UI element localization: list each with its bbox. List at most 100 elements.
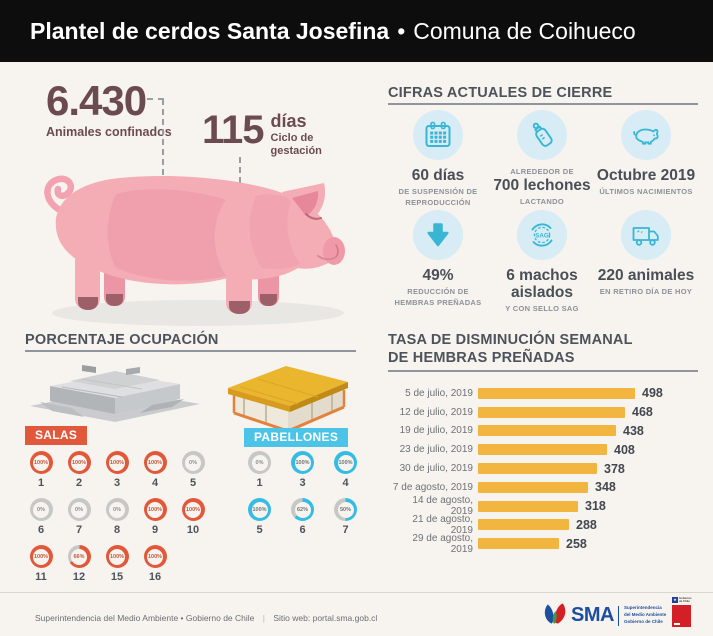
occupancy-item: 100% 3 bbox=[98, 451, 136, 498]
bar-value-label: 318 bbox=[585, 499, 606, 514]
cifra-sub-label: EN RETIRO DÍA DE HOY bbox=[599, 287, 693, 297]
footer-separator: | bbox=[262, 613, 265, 623]
bar-row: 23 de julio, 2019 408 bbox=[388, 440, 708, 459]
sag-seal-icon: SAG bbox=[517, 210, 567, 260]
bar-category-label: 5 de julio, 2019 bbox=[405, 387, 473, 399]
occupancy-percent: 100% bbox=[147, 501, 163, 518]
occupancy-ring: 100% bbox=[143, 451, 167, 474]
cifra-card: 220 animales EN RETIRO DÍA DE HOY bbox=[594, 210, 698, 310]
bar bbox=[478, 463, 597, 475]
bar-row: 29 de agosto, 2019 258 bbox=[388, 533, 708, 555]
occupancy-number: 2 bbox=[75, 477, 83, 489]
cifras-grid: 60 días DE SUSPENSIÓN DE REPRODUCCIÓN ALR… bbox=[386, 110, 700, 313]
occupancy-item: 100% 15 bbox=[98, 545, 136, 592]
occupancy-percent: 0% bbox=[109, 501, 125, 518]
bar-row: 19 de julio, 2019 438 bbox=[388, 422, 708, 441]
header-bar: Plantel de cerdos Santa Josefina • Comun… bbox=[0, 0, 713, 62]
bar-row: 14 de agosto, 2019 318 bbox=[388, 495, 708, 518]
occupancy-percent: 100% bbox=[251, 501, 268, 518]
connector-dash-horizontal bbox=[147, 98, 164, 100]
pig-icon bbox=[621, 110, 671, 160]
occupancy-percent: 0% bbox=[185, 454, 201, 471]
occupancy-ring: 100% bbox=[143, 545, 167, 568]
chart-underline bbox=[388, 370, 698, 372]
bar bbox=[478, 406, 625, 418]
bar-row: 5 de julio, 2019 498 bbox=[388, 384, 708, 403]
cifra-value: 220 animales bbox=[597, 267, 695, 284]
occupancy-number: 16 bbox=[148, 571, 162, 583]
occupancy-percent: 66% bbox=[71, 548, 87, 565]
occupancy-ring: 0% bbox=[248, 451, 271, 474]
calendar-icon bbox=[413, 110, 463, 160]
cifra-card: Octubre 2019 ÚLTIMOS NACIMIENTOS bbox=[594, 110, 698, 210]
occupancy-number: 1 bbox=[256, 477, 263, 489]
pig-illustration bbox=[20, 156, 365, 336]
occupancy-number: 1 bbox=[37, 477, 45, 489]
occupancy-percent: 100% bbox=[294, 454, 311, 471]
occupancy-ring: 100% bbox=[143, 498, 167, 521]
footer-text: Superintendencia del Medio Ambiente • Go… bbox=[35, 613, 377, 623]
pabellones-building-illustration bbox=[228, 362, 350, 439]
occupancy-percent: 100% bbox=[109, 548, 125, 565]
chile-gov-logo: ★ Gobierno de Chile bbox=[672, 596, 692, 627]
bar-value-label: 258 bbox=[566, 536, 587, 551]
occupancy-ring: 100% bbox=[105, 451, 129, 474]
occupancy-grid-salas: 100% 1 100% 2 100% 3 100% 4 0% 5 0% 6 0% 7 0% 8 100% 9 100… bbox=[22, 451, 212, 592]
occupancy-ring: 100% bbox=[248, 498, 271, 521]
title-bold: Plantel de cerdos Santa Josefina bbox=[30, 17, 390, 44]
cifra-sub-label: LACTANDO bbox=[520, 197, 564, 207]
occupancy-item: 100% 9 bbox=[136, 498, 174, 545]
stat-gestacion-value: 115 bbox=[202, 108, 265, 152]
occupancy-grid-pabellones: 0% 1 100% 3 100% 4 100% 5 62% 6 50% 7 bbox=[238, 451, 367, 545]
cifra-sub-label: Y CON SELLO SAG bbox=[505, 304, 579, 314]
sma-tagline-line1: Superintendencia bbox=[623, 605, 662, 611]
bar-value-label: 378 bbox=[604, 461, 625, 476]
occupancy-item: 50% 7 bbox=[324, 498, 367, 545]
salas-building-illustration bbox=[22, 356, 207, 431]
occupancy-item: 0% 7 bbox=[60, 498, 98, 545]
occupancy-number: 4 bbox=[342, 477, 349, 489]
chart-title-line2: DE HEMBRAS PREÑADAS bbox=[388, 350, 575, 367]
occupancy-number: 4 bbox=[151, 477, 159, 489]
occupancy-number: 9 bbox=[151, 524, 159, 536]
cifra-value: 6 machos aislados bbox=[506, 267, 578, 302]
footer-divider-line bbox=[0, 592, 713, 593]
occupancy-item: 100% 4 bbox=[136, 451, 174, 498]
bar-category-label: 21 de agosto, 2019 bbox=[412, 513, 473, 536]
occupancy-ring: 100% bbox=[334, 451, 357, 474]
bar-value-label: 468 bbox=[632, 405, 653, 420]
bar bbox=[478, 387, 635, 399]
bar-category-label: 23 de julio, 2019 bbox=[399, 444, 473, 456]
occupancy-item: 100% 16 bbox=[136, 545, 174, 592]
stat-ciclo-gestacion: 115 días Ciclo de gestación bbox=[202, 110, 337, 158]
occupancy-ring: 100% bbox=[181, 498, 205, 521]
bar-row: 30 de julio, 2019 378 bbox=[388, 459, 708, 478]
occupancy-item: 0% 5 bbox=[174, 451, 212, 498]
occupancy-number: 15 bbox=[110, 571, 124, 583]
cifra-card: ALREDEDOR DE 700 lechones LACTANDO bbox=[490, 110, 594, 210]
occupancy-number: 10 bbox=[186, 524, 200, 536]
occupancy-ring: 0% bbox=[105, 498, 129, 521]
bar-row: 7 de agosto, 2019 348 bbox=[388, 478, 708, 497]
occupancy-ring: 62% bbox=[291, 498, 314, 521]
occupancy-item: 66% 12 bbox=[60, 545, 98, 592]
arrow-down-icon bbox=[413, 210, 463, 260]
occupancy-percent: 0% bbox=[71, 501, 87, 518]
gov-logo-text: Gobierno de Chile bbox=[679, 596, 692, 604]
occupancy-ring: 0% bbox=[181, 451, 205, 474]
bar-category-label: 14 de agosto, 2019 bbox=[412, 495, 473, 518]
occupancy-number: 8 bbox=[113, 524, 121, 536]
occupancy-item: 0% 6 bbox=[22, 498, 60, 545]
cifra-value: 700 lechones bbox=[493, 177, 591, 194]
occupancy-ring: 66% bbox=[67, 545, 91, 568]
bar-value-label: 288 bbox=[576, 517, 597, 532]
sma-tagline-line2: del Medio Ambiente bbox=[623, 612, 667, 618]
bar-value-label: 348 bbox=[595, 480, 616, 495]
cifra-pre-label: ALREDEDOR DE bbox=[510, 167, 574, 176]
occupancy-percent: 100% bbox=[33, 548, 49, 565]
sma-flower-icon bbox=[542, 600, 568, 631]
occupancy-percent: 0% bbox=[251, 454, 268, 471]
sma-logo-text: SMA bbox=[571, 604, 614, 626]
occupancy-percent: 100% bbox=[147, 454, 163, 471]
bar bbox=[478, 481, 588, 493]
